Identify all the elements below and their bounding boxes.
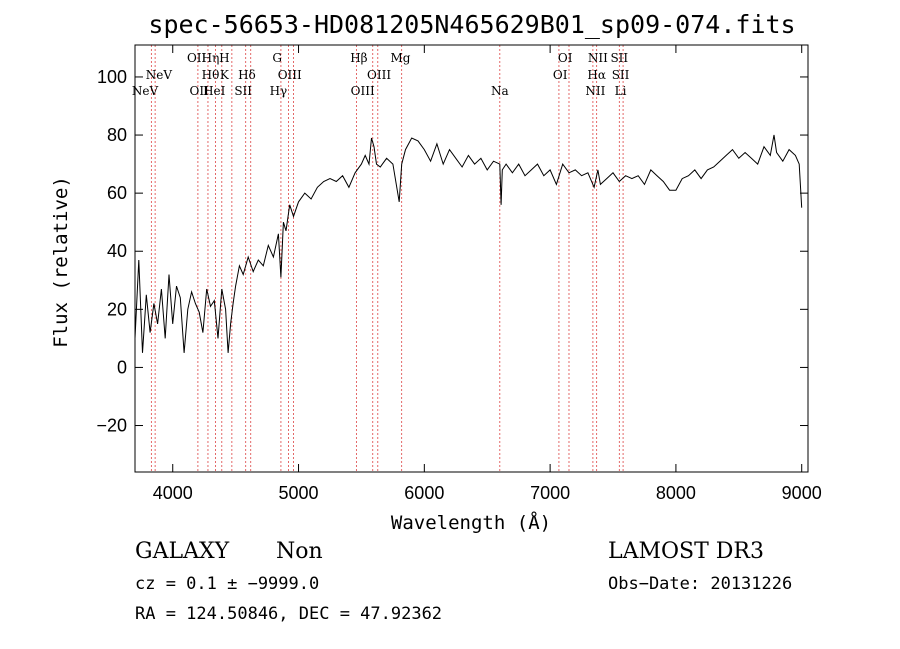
emission-line-label: Hη bbox=[202, 51, 220, 65]
emission-line-label: Hα bbox=[587, 68, 606, 82]
x-tick-label: 8000 bbox=[656, 483, 696, 503]
emission-line-label: Na bbox=[491, 84, 509, 98]
emission-line-label: Hβ bbox=[350, 51, 367, 65]
emission-line-label: Li bbox=[615, 84, 627, 98]
y-tick-label: 40 bbox=[107, 241, 127, 261]
x-tick-label: 4000 bbox=[153, 483, 193, 503]
emission-line-label: Hδ bbox=[238, 68, 256, 82]
y-tick-label: 20 bbox=[107, 299, 127, 319]
object-class: GALAXY bbox=[135, 539, 230, 564]
coordinates-text: RA = 124.50846, DEC = 47.92362 bbox=[135, 604, 442, 624]
x-axis-ticks: 4000 5000 6000 7000 8000 9000 bbox=[153, 45, 822, 503]
redshift-text: cz = 0.1 ± −9999.0 bbox=[135, 574, 319, 594]
emission-line-label: K bbox=[220, 68, 230, 82]
x-axis-label: Wavelength (Å) bbox=[391, 511, 551, 534]
object-subclass: Non bbox=[276, 539, 323, 564]
emission-line-label: OI bbox=[558, 51, 573, 65]
y-tick-label: −20 bbox=[96, 416, 127, 436]
emission-line-label: OI bbox=[553, 68, 568, 82]
survey-name: LAMOST DR3 bbox=[608, 539, 764, 564]
y-axis-label: Flux (relative) bbox=[50, 176, 72, 348]
emission-line-label: OIII bbox=[367, 68, 391, 82]
emission-line-label: SII bbox=[610, 51, 628, 65]
series-line-spectrum bbox=[134, 134, 803, 353]
emission-line-label: OII bbox=[187, 51, 207, 65]
emission-line-label: NII bbox=[588, 51, 608, 65]
emission-line-label: Mg bbox=[390, 51, 410, 65]
emission-line-label: H bbox=[219, 51, 229, 65]
y-tick-label: 100 bbox=[97, 67, 127, 87]
x-tick-label: 6000 bbox=[404, 483, 444, 503]
x-tick-label: 5000 bbox=[279, 483, 319, 503]
emission-line-label: HeI bbox=[203, 84, 226, 98]
plot-frame bbox=[134, 44, 809, 473]
emission-line-label: OIII bbox=[278, 68, 302, 82]
emission-line-label: NII bbox=[585, 84, 605, 98]
x-tick-label: 7000 bbox=[530, 483, 570, 503]
emission-line-label: Hθ bbox=[202, 68, 220, 82]
obs-date-text: Obs−Date: 20131226 bbox=[608, 574, 792, 594]
emission-line-label: SII bbox=[234, 84, 252, 98]
y-tick-label: 80 bbox=[107, 125, 127, 145]
emission-line-label: OII bbox=[189, 84, 209, 98]
emission-line-label: G bbox=[272, 51, 282, 65]
emission-line-label: OIII bbox=[351, 84, 375, 98]
emission-line-label: SII bbox=[612, 68, 630, 82]
chart-title: spec-56653-HD081205N465629B01_sp09-074.f… bbox=[148, 10, 795, 39]
emission-line-label: NeV bbox=[146, 68, 173, 82]
y-axis-ticks: −20 0 20 40 60 80 100 bbox=[96, 67, 808, 436]
emission-line-label: NeV bbox=[132, 84, 159, 98]
y-tick-label: 0 bbox=[117, 357, 127, 377]
emission-line-markers bbox=[150, 45, 624, 472]
y-tick-label: 60 bbox=[107, 183, 127, 203]
emission-line-label: Hγ bbox=[270, 84, 288, 98]
x-tick-label: 9000 bbox=[782, 483, 822, 503]
